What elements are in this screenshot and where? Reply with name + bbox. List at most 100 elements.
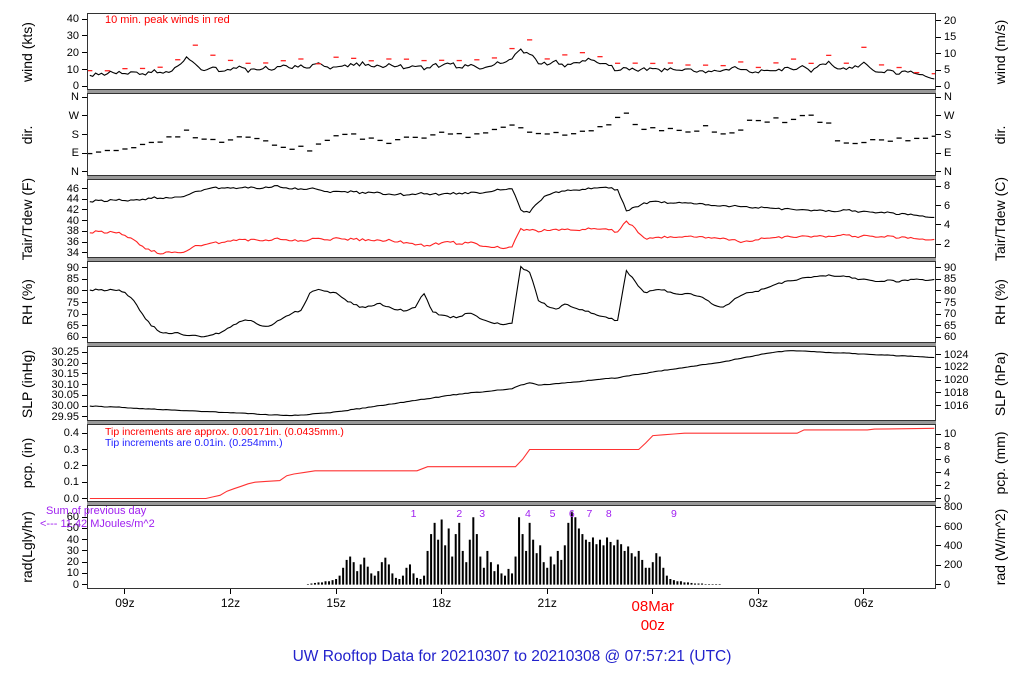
tair-f	[89, 185, 935, 218]
rad-ytick-left	[82, 572, 87, 574]
rh-ytick-left	[82, 313, 87, 315]
rad-ytick-right	[936, 545, 941, 547]
wind-ytick-right	[936, 20, 941, 22]
xtick-label-15z: 15z	[326, 596, 346, 610]
slp-ytick-right	[936, 366, 941, 368]
dir-ytick-left	[82, 134, 87, 135]
wind-ytick-left	[82, 35, 87, 37]
rad-hour-mark-7: 7	[587, 508, 593, 520]
solar-rad-lyhr	[306, 511, 721, 585]
xtick-18	[441, 589, 443, 594]
rad-yticklabel-left: 20	[66, 556, 79, 569]
slp-ytick-right	[936, 379, 941, 381]
rad-hour-mark-4: 4	[525, 508, 531, 520]
slp-yticklabel-left: 30.05	[51, 389, 79, 402]
rad-hour-mark-1: 1	[411, 508, 417, 520]
xtick-24	[652, 589, 654, 594]
rh-ytick-left	[82, 267, 87, 269]
rh-ytick-right	[936, 302, 941, 304]
rad-ytick-right	[936, 584, 941, 586]
y-axis-label-left-pcp: pcp. (in)	[19, 437, 35, 489]
rh-percent	[89, 265, 935, 338]
y-axis-label-right-temp: Tair/Tdew (C)	[992, 176, 1008, 261]
xtick-12	[230, 589, 231, 594]
pcp-ytick-left	[82, 432, 87, 434]
rh-yticklabel-right: 75	[944, 296, 957, 309]
pcp-yticklabel-right: 4	[944, 466, 951, 479]
pcp-ytick-right	[936, 498, 941, 500]
rad-yticklabel-right: 800	[944, 501, 963, 514]
xtick-label-12z: 12z	[220, 596, 241, 610]
slp-ytick-left	[82, 384, 87, 386]
rad-ytick-left	[82, 516, 87, 518]
rad-yticklabel-right: 0	[944, 578, 951, 591]
rh-yticklabel-right: 60	[944, 331, 957, 344]
rad-yticklabel-left: 0	[72, 578, 79, 591]
rh-ytick-right	[936, 325, 941, 327]
pcp-yticklabel-right: 6	[944, 453, 951, 466]
wind-yticklabel-left: 20	[66, 46, 79, 59]
panel-slp	[87, 346, 936, 421]
dir-yticklabel-right: W	[944, 109, 955, 122]
dir-yticklabel-left: N	[71, 91, 79, 104]
y-axis-label-left-rad: rad(Lgly/hr)	[19, 511, 35, 583]
wind-ytick-left	[82, 69, 87, 71]
rad-ytick-right	[936, 526, 941, 528]
pcp-plot	[89, 427, 935, 500]
pcp-yticklabel-right: 2	[944, 479, 951, 492]
dir-yticklabel-right: S	[944, 128, 952, 141]
rh-yticklabel-right: 65	[944, 319, 957, 332]
temp-ytick-right	[936, 205, 941, 207]
rh-ytick-right	[936, 313, 941, 315]
rh-ytick-right	[936, 278, 941, 280]
y-axis-label-left-slp: SLP (inHg)	[19, 349, 35, 418]
temp-ytick-left	[82, 188, 87, 190]
wind-ytick-left	[82, 18, 87, 20]
pcp-yticklabel-left: 0.1	[63, 476, 79, 489]
dir-plot	[88, 112, 935, 155]
pcp-annotation-0: Tip increments are approx. 0.00171in. (0…	[105, 426, 344, 438]
panel-wind: 10 min. peak winds in red	[87, 13, 936, 90]
wind-ytick-right	[936, 36, 941, 38]
wind-yticklabel-right: 20	[944, 14, 957, 27]
rh-yticklabel-left: 70	[66, 308, 79, 321]
slp-ytick-right	[936, 405, 941, 406]
xtick-15	[335, 589, 337, 594]
pcp-ytick-left	[82, 465, 87, 467]
y-axis-label-right-rh: RH (%)	[992, 279, 1008, 325]
dir-ytick-right	[936, 96, 941, 98]
rh-yticklabel-left: 65	[66, 319, 79, 332]
slp-ytick-left	[82, 351, 87, 353]
slp-yticklabel-right: 1024	[944, 348, 969, 361]
temp-yticklabel-left: 44	[66, 193, 79, 206]
dir-yticklabel-right: N	[944, 165, 952, 178]
slp-yticklabel-right: 1020	[944, 374, 969, 387]
rad-hour-mark-6: 6	[569, 508, 575, 520]
rad-ytick-left	[82, 561, 87, 563]
temp-ytick-right	[936, 185, 941, 187]
rad-yticklabel-right: 200	[944, 559, 963, 572]
date-label-line2: 00z	[640, 617, 665, 634]
chart-title: UW Rooftop Data for 20210307 to 20210308…	[292, 648, 732, 665]
rh-yticklabel-left: 80	[66, 284, 79, 297]
dir-ytick-right	[936, 171, 941, 173]
pcp-ytick-right	[936, 472, 941, 474]
rad-ytick-right	[936, 506, 941, 508]
wind-plot	[88, 39, 935, 80]
slp-ytick-right	[936, 354, 941, 356]
rh-yticklabel-left: 60	[66, 331, 79, 344]
dir-yticklabel-right: N	[944, 91, 952, 104]
slp-yticklabel-right: 1016	[944, 399, 969, 412]
temp-yticklabel-left: 38	[66, 225, 79, 238]
slp-yticklabel-left: 30.15	[51, 367, 79, 380]
dir-ytick-right	[936, 134, 941, 135]
pcp-yticklabel-left: 0.2	[63, 459, 79, 472]
rad-yticklabel-left: 60	[66, 511, 79, 524]
temp-ytick-left	[82, 252, 87, 254]
pcp-yticklabel-right: 0	[944, 492, 951, 505]
wind-yticklabel-left: 10	[66, 63, 79, 76]
slp-yticklabel-right: 1022	[944, 361, 969, 374]
rad-hour-mark-9: 9	[671, 508, 677, 520]
